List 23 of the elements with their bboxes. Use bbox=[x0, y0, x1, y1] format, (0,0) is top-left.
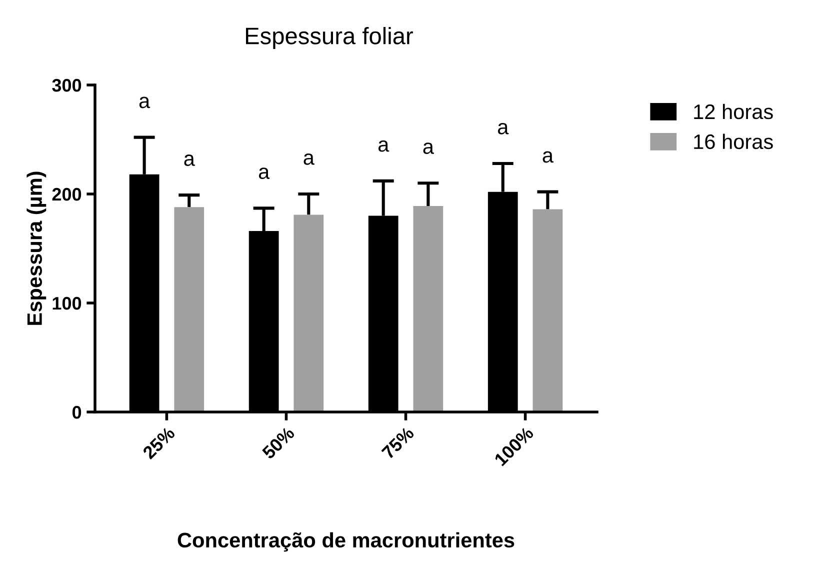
data-label: a bbox=[304, 153, 314, 165]
bar bbox=[413, 206, 444, 412]
y-tick-label: 200 bbox=[52, 188, 82, 201]
legend-label: 16 horas bbox=[694, 134, 773, 150]
data-label: a bbox=[423, 142, 434, 154]
y-tick-label: 300 bbox=[52, 78, 82, 92]
data-label: a bbox=[378, 140, 390, 152]
data-label: a bbox=[184, 154, 195, 166]
x-tick-label: 50% bbox=[261, 426, 296, 460]
y-tick-label: 0 bbox=[72, 406, 82, 419]
y-tick-label: 100 bbox=[52, 296, 82, 310]
bar bbox=[294, 214, 324, 412]
data-label: a bbox=[542, 151, 554, 163]
data-label: a bbox=[258, 168, 270, 180]
x-axis-title: Concentração de macronutrientes bbox=[178, 532, 514, 552]
x-tick-label: 75% bbox=[381, 426, 415, 460]
chart-title: Espessura foliar bbox=[246, 26, 413, 50]
bar bbox=[174, 207, 204, 412]
data-label: a bbox=[498, 122, 509, 134]
data-label: a bbox=[139, 96, 150, 108]
legend-label: 12 horas bbox=[694, 104, 773, 120]
y-axis-title: Espessura (µm) bbox=[26, 172, 46, 325]
bar bbox=[532, 209, 563, 412]
